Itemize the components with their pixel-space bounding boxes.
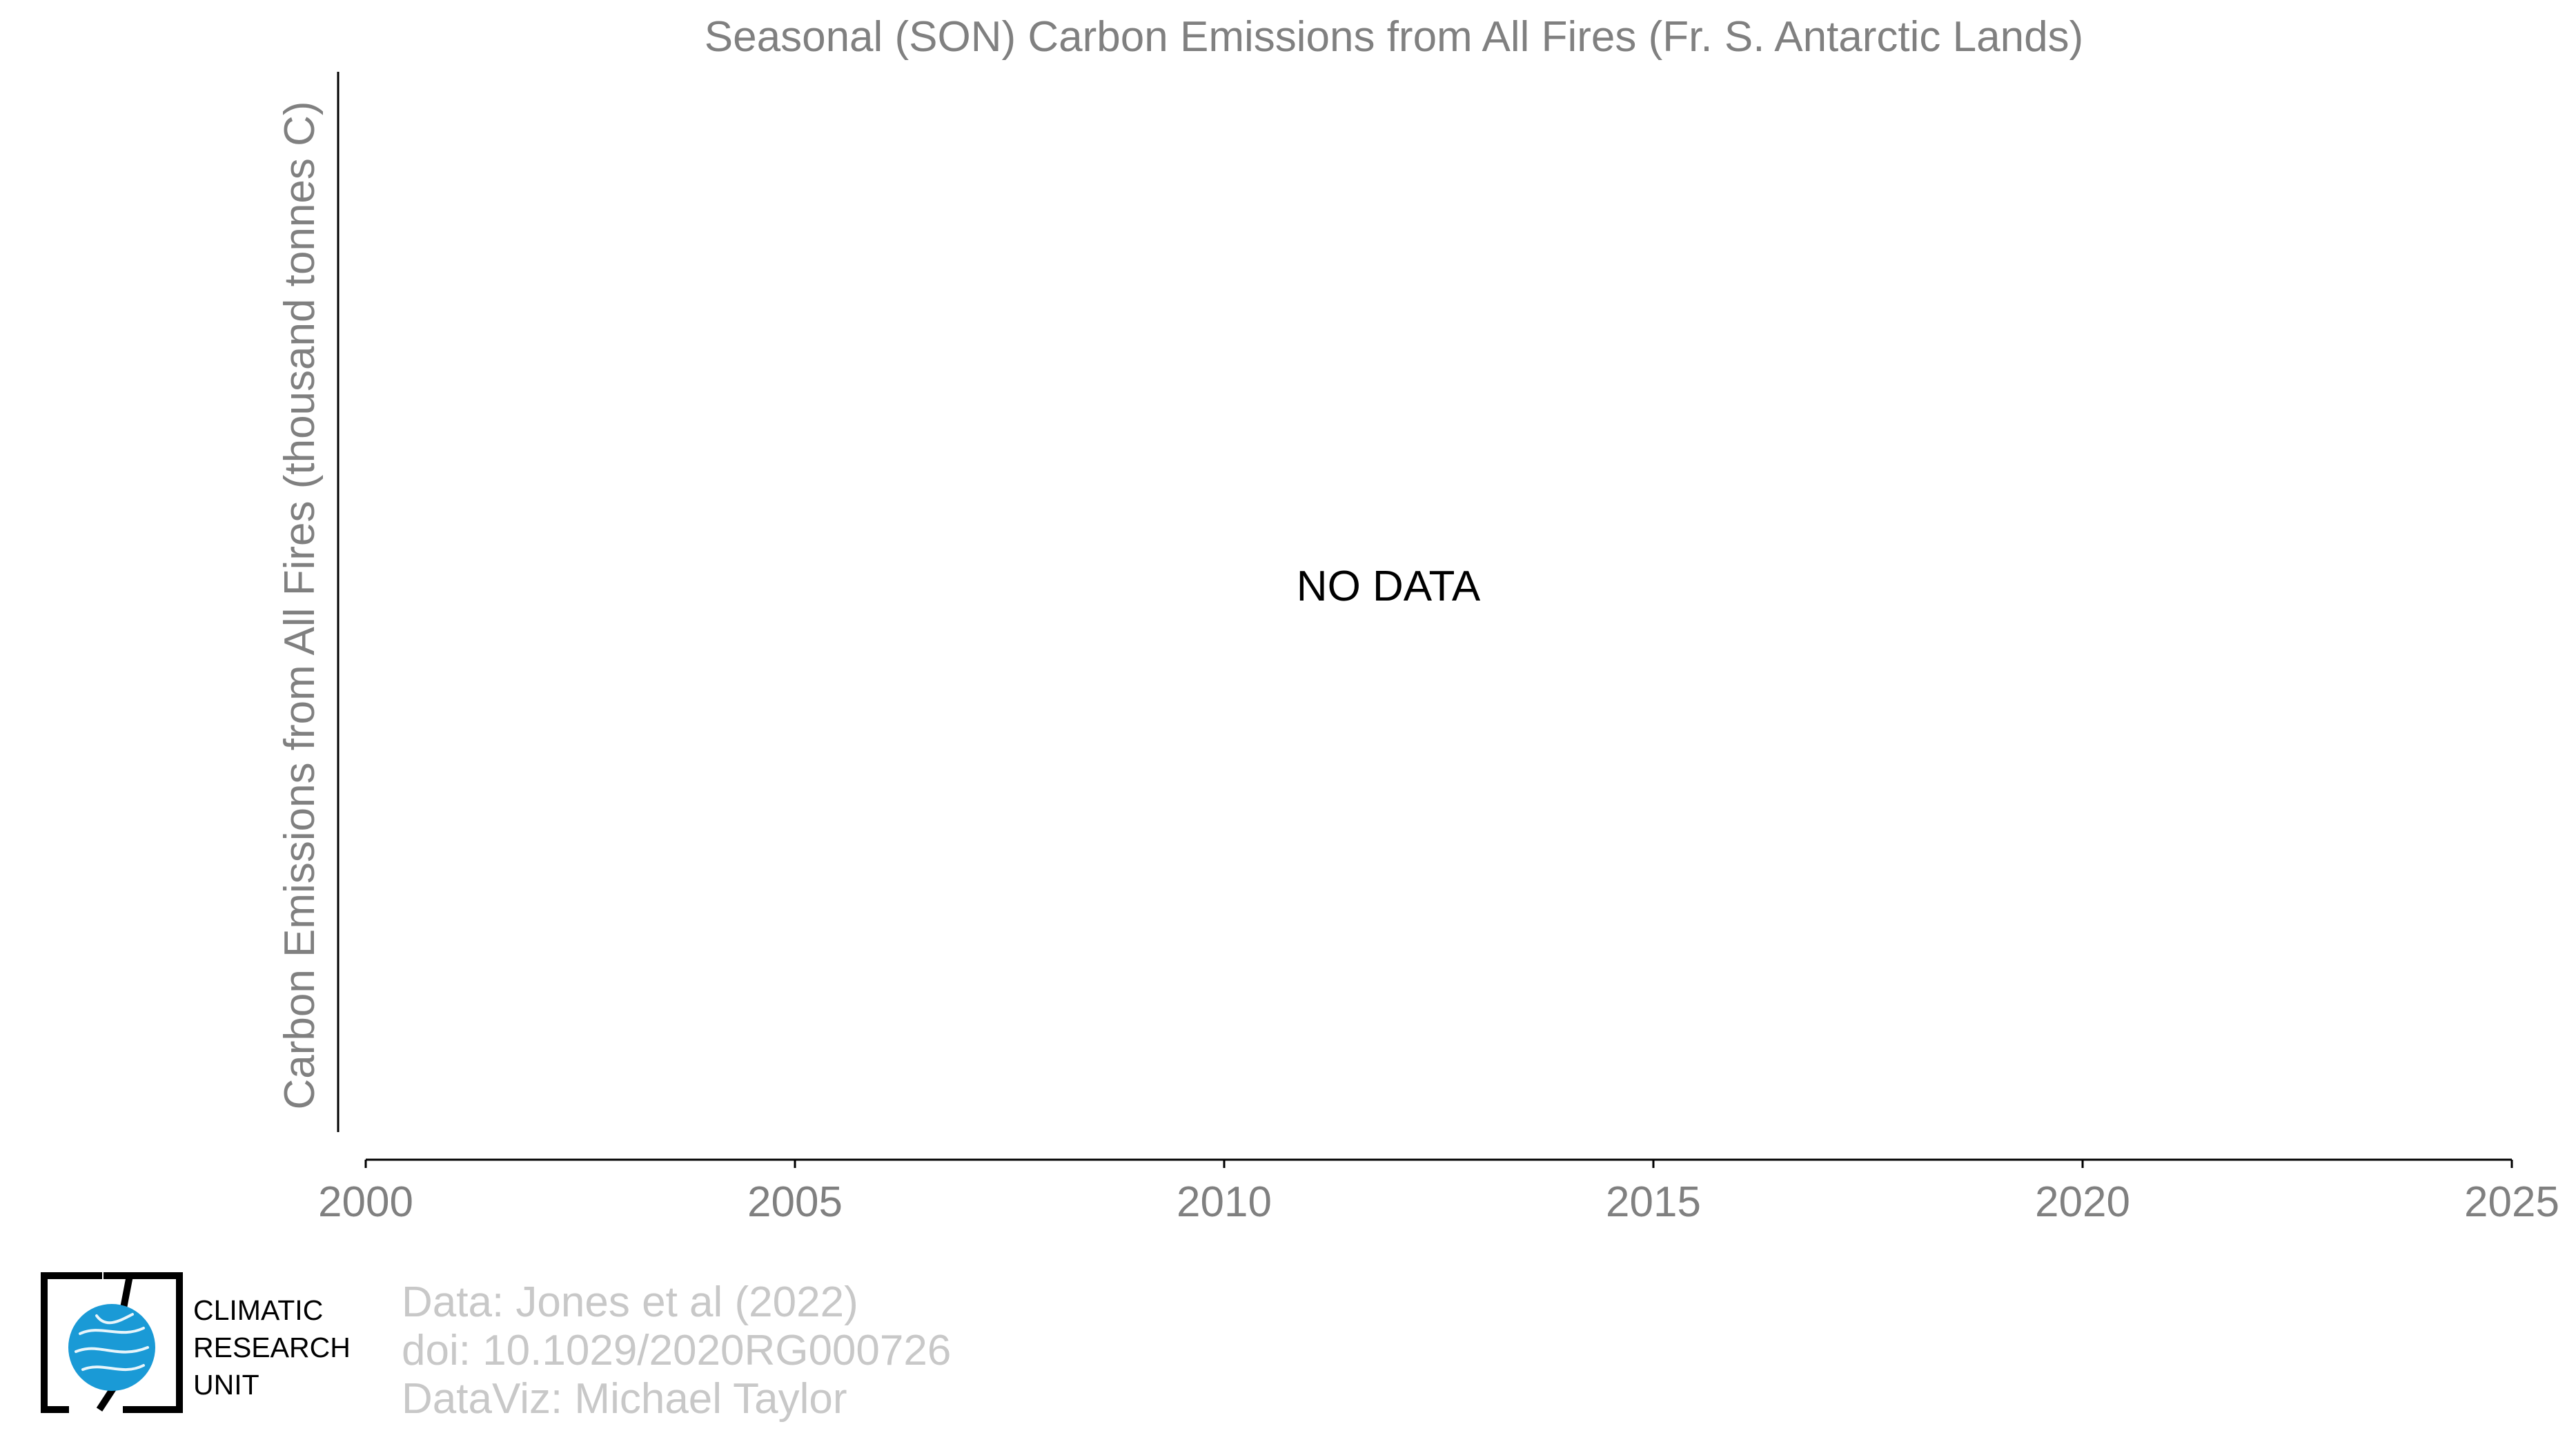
credit-data-source: Data: Jones et al (2022) [402,1281,858,1324]
credit-dataviz: DataViz: Michael Taylor [402,1378,847,1421]
chart-title: Seasonal (SON) Carbon Emissions from All… [705,13,2083,61]
x-tick-label: 2025 [2464,1178,2559,1226]
x-tick-label: 2010 [1177,1178,1272,1226]
logo-text-climatic: CLIMATIC [193,1296,323,1325]
logo-text-unit: UNIT [193,1371,259,1399]
x-tick-label: 2000 [318,1178,413,1226]
logo-text-research: RESEARCH [193,1334,351,1362]
cru-logo [40,1270,185,1419]
cru-logo-icon [40,1270,185,1415]
y-axis-label: Carbon Emissions from All Fires (thousan… [276,101,324,1109]
x-tick-label: 2005 [747,1178,843,1226]
x-tick-label: 2015 [1606,1178,1701,1226]
x-ticks: 2000 2005 2010 2015 2020 2025 [318,1160,2559,1226]
x-tick-label: 2020 [2035,1178,2130,1226]
credit-doi: doi: 10.1029/2020RG000726 [402,1330,951,1372]
no-data-annotation: NO DATA [1297,563,1481,610]
